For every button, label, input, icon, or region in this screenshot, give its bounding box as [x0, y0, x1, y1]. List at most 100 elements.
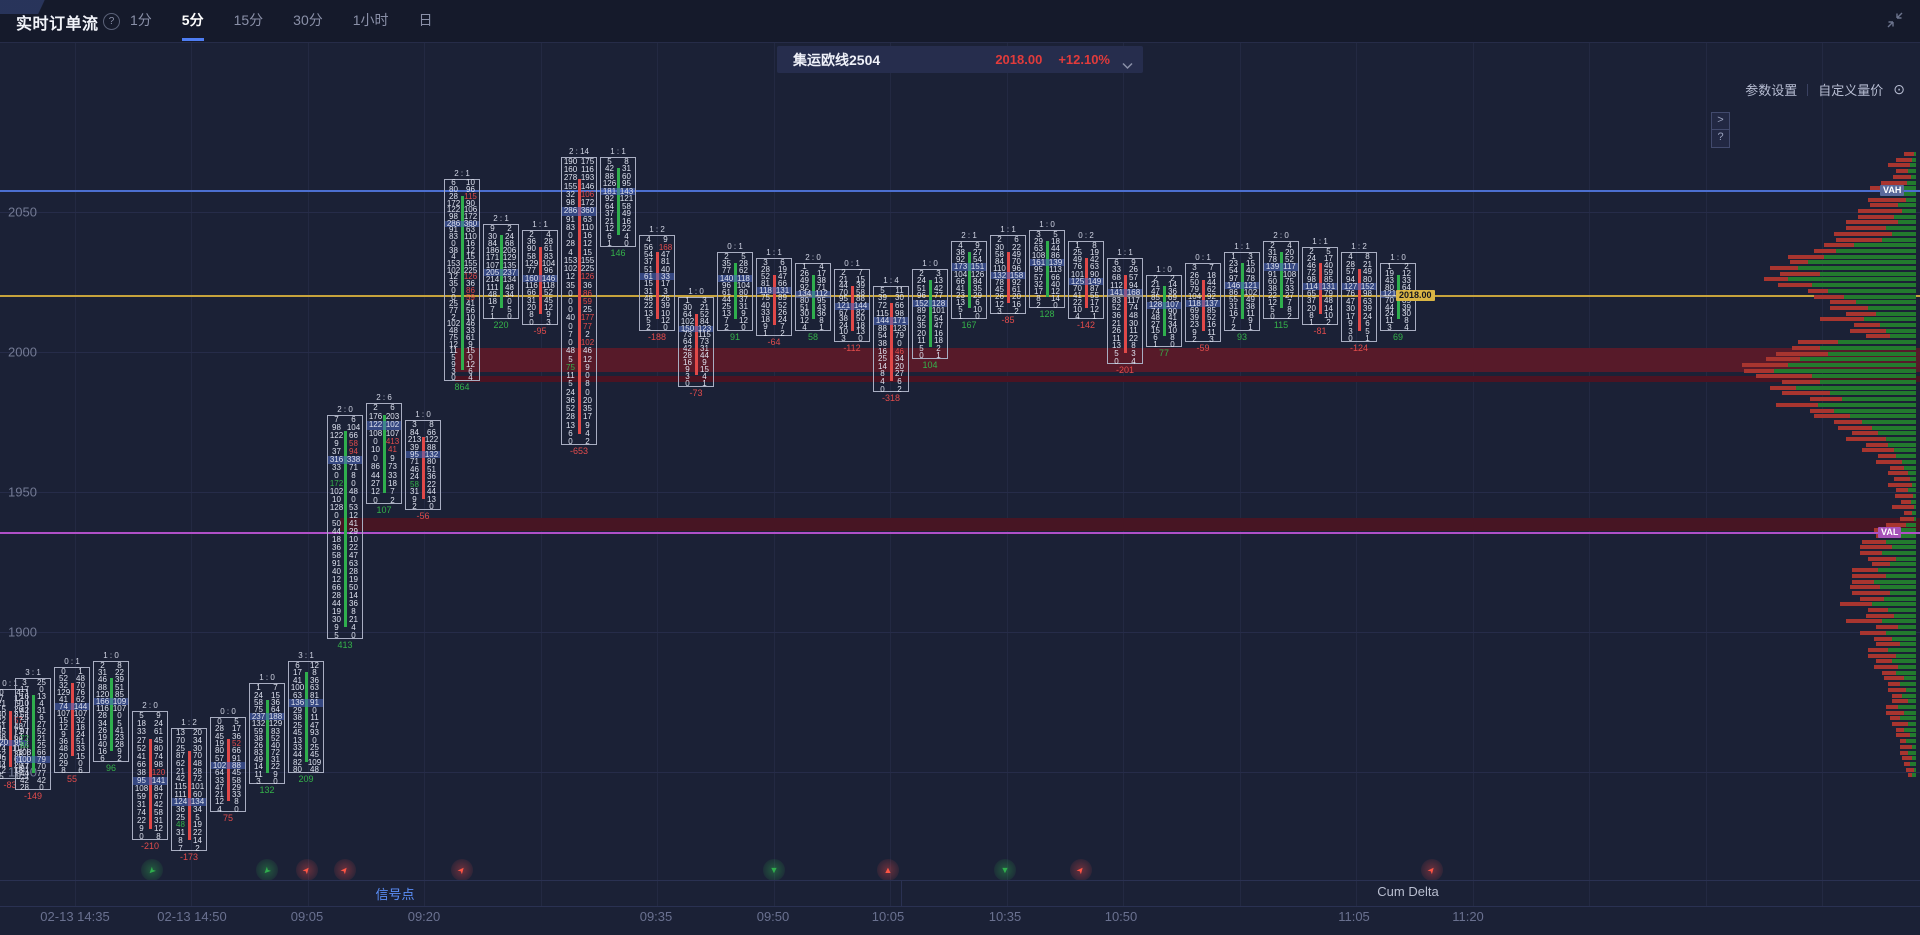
- signal-marker-red[interactable]: ➤: [296, 859, 318, 881]
- bid-volume: 35: [0, 727, 6, 737]
- footprint-candle[interactable]: 6 9 33 26 68 57 112 94 141 168 83 117 52 74 36 48 21 30 26…: [1107, 257, 1143, 365]
- signal-marker-red[interactable]: ➤: [451, 859, 473, 881]
- footprint-candle[interactable]: 5 9 18 24 33 61 27 45 52 80 41 74 66 98 38 120 95 141 108 8…: [132, 711, 168, 842]
- footprint-candle[interactable]: 5 8 42 31 88 60 126 95 181 143 92 121 64 58 37 49 21 16 12…: [600, 157, 636, 248]
- footprint-candle[interactable]: 6 12 17 8 41 36 100 63 63 81 136 91 29 0 38 11 25 47 45 93 1…: [288, 661, 324, 774]
- tab-30分[interactable]: 30分: [293, 12, 323, 28]
- footprint-candle[interactable]: 3 25 17 0 16 13 10 4 42 31 25 6 7 27 97 52 72 21 86 25 108 66…: [15, 677, 51, 791]
- ask-volume: 0: [312, 705, 317, 715]
- ask-volume: 107: [73, 709, 88, 719]
- ask-volume: 24: [1363, 311, 1372, 321]
- bid-volume: 44: [722, 294, 731, 304]
- bid-volume: 1: [958, 312, 963, 322]
- signal-marker-red[interactable]: ▲: [877, 859, 899, 881]
- signal-points-label[interactable]: 信号点: [375, 887, 415, 902]
- footprint-candle[interactable]: 2 4 31 20 78 52 139 117 91 108 60 75 38 33 22 27 12 7 5 8 0 2: [1263, 241, 1299, 321]
- strip-divider: [901, 881, 902, 906]
- signal-marker-green[interactable]: ▼: [763, 859, 785, 881]
- volume-profile-bar: [0, 254, 1920, 259]
- footprint-candle[interactable]: 3 8 84 66 213 122 39 88 95 132 71 80 46 51 24 36 58 22 31 4…: [405, 420, 441, 511]
- footprint-candle[interactable]: 4 9 38 27 92 54 173 151 104 126 66 84 41 35 23 29 13 6 5 10…: [951, 241, 987, 322]
- ask-volume: 8: [1170, 333, 1175, 343]
- val-tag: VAL: [1878, 527, 1902, 538]
- footprint-candle[interactable]: 2 2 21 14 47 36 85 69 128 107 74 90 48 41 27 34 15 10 6 8 1 0: [1146, 274, 1182, 348]
- bid-volume: 12: [800, 316, 809, 326]
- footprint-candle[interactable]: 190 175 160 116 278 193 155 146 32 106 98 172 286 360…: [561, 157, 597, 446]
- footprint-candle[interactable]: 9 2 30 24 84 68 186 206 171 129 107 135 205 237 214 134…: [483, 224, 519, 321]
- signal-marker-red[interactable]: ➤: [1070, 859, 1092, 881]
- signal-marker-green[interactable]: ▼: [994, 859, 1016, 881]
- volume-profile-bar: [0, 454, 1920, 459]
- footprint-candle[interactable]: 1 4 26 17 49 38 92 71 134 112 80 95 51 43 30 36 12 8 4 1: [795, 263, 831, 331]
- settings-button[interactable]: 参数设置: [1745, 83, 1798, 98]
- ask-volume: 40: [1051, 279, 1060, 289]
- footprint-candle[interactable]: 0471221915264031225761483572886412095741…: [0, 689, 28, 780]
- bid-volume: 69: [1190, 306, 1199, 316]
- bid-volume: 95: [1034, 265, 1043, 275]
- candle-body-line: [655, 252, 659, 320]
- bid-volume: 31: [176, 828, 185, 838]
- ask-volume: 0: [585, 371, 590, 381]
- bid-volume: 122: [368, 420, 383, 430]
- tab-1分[interactable]: 1分: [130, 12, 152, 28]
- ask-volume: 0: [507, 311, 512, 321]
- bid-volume: 59: [254, 726, 263, 736]
- footprint-candle[interactable]: 7 6 98 104 122 66 9 58 37 94 316 338 33 71 0 8 172 0 102 48…: [327, 414, 363, 639]
- footprint-candle[interactable]: 2 5 24 17 46 40 72 59 98 85 114 131 65 79 37 48 20 14 8 10 1…: [1302, 246, 1338, 326]
- candle-header: 2 : 0: [337, 404, 353, 414]
- footprint-candle[interactable]: 4 8 28 21 57 49 94 80 127 152 76 98 47 63 30 39 17 24 9 6 3 5…: [1341, 252, 1377, 343]
- footprint-candle[interactable]: 13 20 70 34 25 30 87 70 62 48 21 28 42 72 115 101 111 60 1…: [171, 728, 207, 852]
- time-gridline: [75, 43, 76, 906]
- bid-volume: 132: [251, 719, 266, 729]
- footprint-candle[interactable]: 2 6 30 22 58 49 84 70 110 96 132 158 78 92 45 61 26 20 12 1…: [990, 235, 1026, 315]
- signal-marker-green[interactable]: ➤: [141, 859, 163, 881]
- bid-volume: 80: [215, 746, 224, 756]
- footprint-candle[interactable]: 2 8 31 22 46 39 88 51 120 85 166 109 116 107 28 0 34 5 26 4…: [93, 661, 129, 763]
- candle-delta: 69: [1392, 331, 1403, 342]
- footprint-candle[interactable]: 0 5 28 17 45 36 19 52 80 66 57 91 102 88 64 45 33 58 47 29 2…: [210, 717, 246, 813]
- tab-1小时[interactable]: 1小时: [352, 12, 389, 28]
- ask-volume: 102: [1243, 287, 1258, 297]
- ask-volume: 17: [583, 412, 592, 422]
- signal-marker-green[interactable]: ➤: [256, 859, 278, 881]
- help-icon[interactable]: ?: [103, 13, 120, 30]
- signal-marker-red[interactable]: ➤: [334, 859, 356, 881]
- tab-5分[interactable]: 5分: [181, 0, 204, 41]
- footprint-candle[interactable]: 3 5 29 18 63 44 108 86 161 139 95 113 57 66 32 40 17 12 8 1…: [1029, 229, 1065, 310]
- custom-volume-price-button[interactable]: 自定义量价: [1818, 83, 1884, 98]
- bid-volume: 31: [1268, 248, 1277, 258]
- footprint-candle[interactable]: 6 10 80 96 28 115 172 90 122 106 98 172 286 360 91 63 83…: [444, 179, 480, 382]
- instrument-selector[interactable]: 集运欧线2504 2018.00 +12.10%: [777, 46, 1143, 73]
- ask-volume: 13: [37, 691, 46, 701]
- collapse-icon[interactable]: [1886, 11, 1904, 29]
- bid-volume: 22: [644, 301, 653, 311]
- bid-volume: 9: [490, 224, 495, 234]
- tab-日[interactable]: 日: [418, 12, 433, 28]
- footprint-candle[interactable]: 2 7 21 15 44 39 70 58 95 88 121 144 67 82 38 50 24 18 10 13…: [834, 269, 870, 342]
- bid-volume: 4: [1348, 252, 1353, 262]
- footprint-candle[interactable]: 1 3 30 21 64 52 102 84 150 123 73 115 64 73 42 31 28 44 16…: [678, 297, 714, 387]
- volume-profile-bar: [0, 750, 1920, 755]
- footprint-candle[interactable]: 0 1 52 48 32 70 129 76 41 62 74 144 107 107 15 32 12 18 9 2…: [54, 666, 90, 774]
- bid-volume: 136: [290, 698, 305, 708]
- signal-marker-red[interactable]: ➤: [1421, 859, 1443, 881]
- footprint-candle[interactable]: 1 3 23 15 54 40 97 78 146 121 86 102 55 49 31 38 16 11 7 9 2…: [1224, 252, 1260, 332]
- panel-help-button[interactable]: ?: [1711, 129, 1730, 148]
- tab-15分[interactable]: 15分: [233, 12, 264, 28]
- footprint-candle[interactable]: 2 6 176 203 122 102 108 107 0 413 10 41 0 9 86 73 44 33 27…: [366, 403, 402, 505]
- target-icon[interactable]: ⊙: [1893, 81, 1905, 97]
- footprint-candle[interactable]: 5 11 39 30 72 66 115 98 144 171 88 123 54 79 38 0 16 46 25…: [873, 285, 909, 393]
- footprint-candle[interactable]: 4 9 56 168 54 47 37 81 51 40 61 33 15 17 31 3 48 26 22 39 13…: [639, 235, 675, 332]
- footprint-candle[interactable]: 3 6 28 19 52 47 81 66 118 131 75 89 40 52 33 26 18 24 9 7 1 2: [756, 257, 792, 338]
- candle-header: 0 : 1: [1195, 253, 1211, 263]
- footprint-candle[interactable]: 1 7 24 15 58 36 75 64 237 188 132 129 59 83 38 52 26 40 83…: [249, 683, 285, 785]
- footprint-candle[interactable]: 1 8 25 19 49 42 76 63 101 90 125 149 70 87 41 55 22 17 10 1…: [1068, 241, 1104, 321]
- footprint-candle[interactable]: 2 4 36 28 90 61 58 83 129 104 77 96 160 146 116 118 66 52…: [522, 229, 558, 326]
- ask-volume: 8: [156, 832, 161, 842]
- ask-volume: 112: [815, 289, 828, 299]
- footprint-candle[interactable]: 2 3 24 13 51 42 96 77 152 128 89 101 62 54 35 47 20 16 11 1…: [912, 269, 948, 360]
- footprint-candle[interactable]: 2 5 35 28 77 62 140 118 96 104 61 80 44 37 25 31 13 9 7 12 2…: [717, 252, 753, 332]
- bid-volume: 12: [59, 723, 68, 733]
- bid-volume: 22: [0, 715, 6, 725]
- footprint-candle[interactable]: 3 7 26 18 50 44 79 62 104 92 118 137 69 85 39 52 23 16 9 11…: [1185, 263, 1221, 343]
